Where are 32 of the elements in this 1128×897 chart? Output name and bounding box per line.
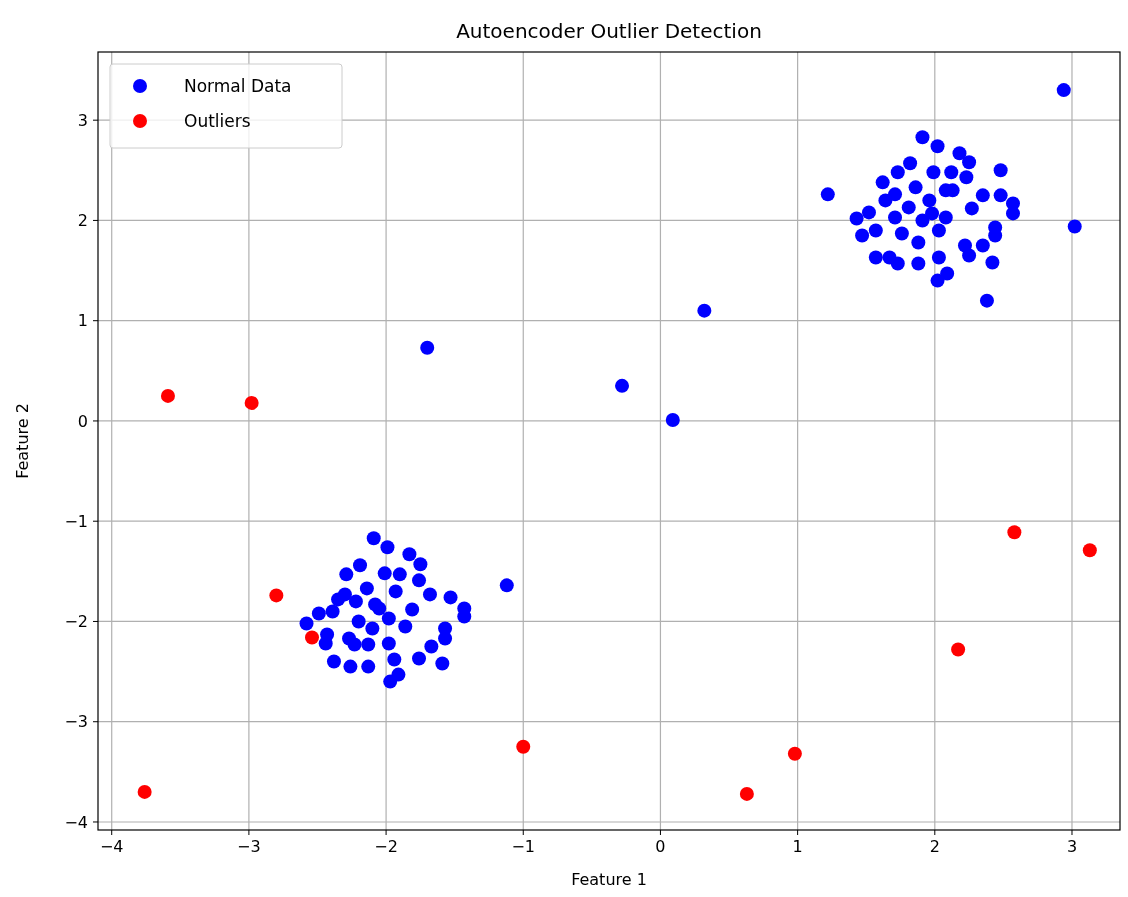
point [244,395,259,410]
legend-label: Outliers [184,110,251,131]
point [787,746,802,761]
y-tick-label: −2 [64,612,88,632]
point [951,642,966,657]
point [160,388,175,403]
y-axis-title: Feature 2 [13,403,32,479]
y-tick-label: −1 [64,511,88,531]
point [1007,525,1022,540]
y-tick-label: −4 [64,812,88,832]
x-tick-label: 2 [929,837,940,856]
y-tick-label: 1 [77,311,88,331]
point [516,739,531,754]
x-tick-label: −1 [511,837,536,856]
point [305,630,319,645]
point [739,786,754,801]
x-tick-label: −3 [237,837,261,856]
point [269,588,284,603]
chart-title: Autoencoder Outlier Detection [456,19,762,43]
point [1082,543,1097,558]
x-axis-title: Feature 1 [571,870,647,889]
x-tick-label: 3 [1066,837,1078,856]
x-tick-label: 1 [792,837,803,856]
point [137,784,152,799]
y-tick-label: 0 [77,411,88,431]
y-tick-label: −3 [64,712,88,732]
y-tick-label: 3 [77,110,88,130]
x-tick-label: −4 [99,837,124,856]
legend-label: Normal Data [184,75,292,96]
x-tick-label: 0 [655,837,666,856]
y-tick-label: 2 [77,211,88,231]
x-tick-label: −2 [374,837,398,856]
